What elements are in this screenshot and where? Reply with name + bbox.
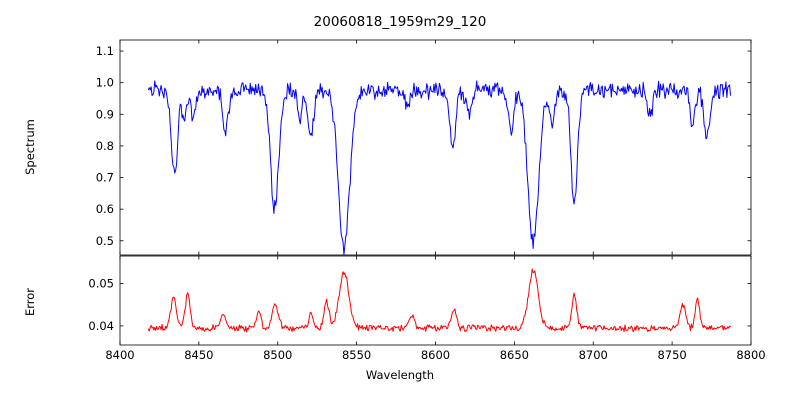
x-tick-label: 8550 [342, 348, 371, 362]
x-tick-label: 8400 [105, 348, 134, 362]
y-tick-label: 1.1 [96, 44, 114, 58]
x-axis-label: Wavelength [365, 368, 435, 382]
spectrum-panel: 0.5 0.6 0.7 0.8 0.9 1.0 1.1 [96, 39, 752, 256]
y-tick-label: 1.0 [96, 76, 114, 90]
error-panel-series [147, 268, 731, 333]
x-tick-label: 8450 [184, 348, 213, 362]
spectrum-panel-frame [119, 39, 752, 256]
y-tick-label: 0.05 [88, 277, 114, 291]
x-tick-label: 8650 [500, 348, 529, 362]
error-panel-frame [119, 255, 752, 346]
error-panel: 8400 8450 8500 8550 8600 8650 8700 8750 8800 0.04… [88, 255, 766, 362]
y-tick-label: 0.9 [96, 107, 114, 121]
x-tick-label: 8500 [263, 348, 292, 362]
spectrum-panel-series [147, 80, 731, 255]
y-tick-label: 0.04 [88, 319, 114, 333]
x-tick-label: 8600 [421, 348, 450, 362]
y-tick-label: 0.8 [96, 139, 114, 153]
x-tick-label: 8700 [579, 348, 608, 362]
y-tick-label: 0.7 [96, 171, 114, 185]
x-tick-label: 8800 [736, 348, 765, 362]
x-tick-label: 8750 [657, 348, 686, 362]
chart-title: 20060818_1959m29_120 [313, 14, 487, 30]
y-tick-label: 0.5 [96, 234, 114, 248]
y-tick-label: 0.6 [96, 202, 114, 216]
